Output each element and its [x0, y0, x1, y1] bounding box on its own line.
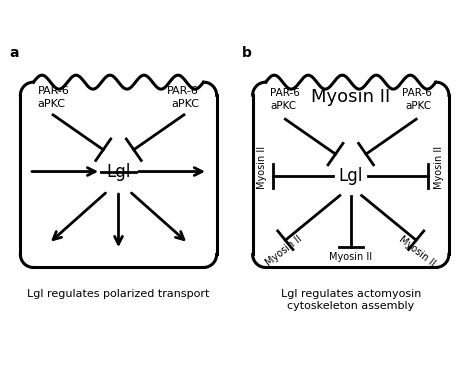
Text: cytoskeleton assembly: cytoskeleton assembly	[287, 301, 414, 311]
Text: PAR-6
aPKC: PAR-6 aPKC	[167, 86, 199, 109]
Text: PAR-6
aPKC: PAR-6 aPKC	[401, 88, 431, 111]
Text: Lgl regulates polarized transport: Lgl regulates polarized transport	[27, 289, 210, 299]
Text: Lgl: Lgl	[338, 167, 363, 185]
Text: Lgl regulates actomyosin: Lgl regulates actomyosin	[281, 289, 421, 299]
Text: Myosin II: Myosin II	[311, 88, 391, 106]
Text: Myosin II: Myosin II	[329, 252, 372, 262]
Text: Myosin II: Myosin II	[257, 146, 267, 189]
Text: PAR-6
aPKC: PAR-6 aPKC	[270, 88, 300, 111]
Text: Myosin II: Myosin II	[397, 234, 438, 268]
Text: b: b	[242, 46, 252, 60]
Text: PAR-6
aPKC: PAR-6 aPKC	[38, 86, 70, 109]
Text: Lgl: Lgl	[106, 162, 131, 181]
Text: Myosin II: Myosin II	[264, 234, 304, 268]
Text: a: a	[9, 46, 19, 60]
Text: Myosin II: Myosin II	[434, 146, 444, 189]
